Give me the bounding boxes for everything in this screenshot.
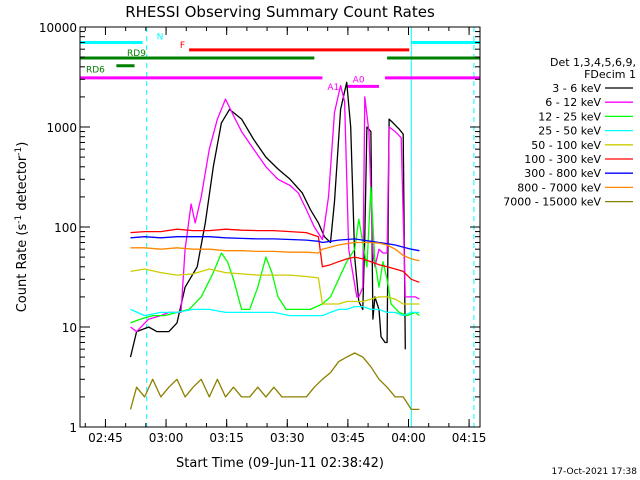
x-tick-label: 03:45 [331,431,366,445]
series-line-25-50-kev [130,305,420,317]
plot-area: N F RD9 RD6 A1 A0 [79,27,480,427]
y-axis-label-exp2: -1 [14,147,24,156]
x-tick-label: 04:00 [391,431,426,445]
status-label-rd9: RD9 [127,49,146,59]
x-tick-label: 03:15 [209,431,244,445]
legend-entry-label: 50 - 100 keV [531,139,601,152]
y-axis-label-main: Count Rate (s [15,224,30,313]
legend-entry-label: 12 - 25 keV [538,110,601,123]
x-axis-label: Start Time (09-Jun-11 02:38:42) [176,456,384,471]
x-tick-label: 03:00 [149,431,184,445]
x-tick-label: 02:45 [88,431,123,445]
status-label-a1: A1 [327,83,339,93]
legend-entry-label: 800 - 7000 keV [517,181,601,194]
status-label-f: F [180,41,185,51]
y-axis-label-end: ) [15,142,30,147]
y-axis-label-mid: detector [15,155,30,215]
axes: 02:45 03:00 03:15 03:30 03:45 04:00 04:15 1 10 10… [39,21,487,445]
legend-entry-label: 3 - 6 keV [552,82,601,95]
status-label-n: N [157,32,164,42]
y-tick-label: 1000 [46,121,77,135]
y-tick-label: 10000 [39,21,77,35]
x-tick-label: 03:30 [270,431,305,445]
status-label-a0: A0 [353,75,365,85]
y-axis-label: Count Rate (s-1 detector-1) [14,142,30,313]
chart-title: RHESSI Observing Summary Count Rates [125,3,435,21]
legend-entry-label: 25 - 50 keV [538,125,601,138]
series-line-300-800-kev [130,236,420,252]
x-tick-label: 04:15 [452,431,487,445]
series-line-6-12-kev [130,84,420,333]
legend-header-line: FDecim 1 [584,68,636,81]
y-tick-label: 10 [62,321,77,335]
legend-entry-label: 100 - 300 keV [524,153,601,166]
series-line-800-7000-kev [130,241,420,262]
series-line-3-6-kev [129,81,406,358]
y-tick-label: 1 [69,421,77,435]
footer-timestamp: 17-Oct-2021 17:38 [552,467,638,477]
y-tick-label: 100 [54,221,77,235]
series-line-7000-15000-kev [129,352,420,411]
status-label-rd6: RD6 [86,66,105,76]
y-axis-label-exp1: -1 [14,215,24,224]
legend-entry-label: 6 - 12 keV [545,96,601,109]
series-line-50-100-kev [130,268,420,305]
legend-header-line: Det 1,3,4,5,6,9, [550,56,636,69]
legend-entry-label: 7000 - 15000 keV [503,196,601,209]
legend-entry-label: 300 - 800 keV [524,167,601,180]
